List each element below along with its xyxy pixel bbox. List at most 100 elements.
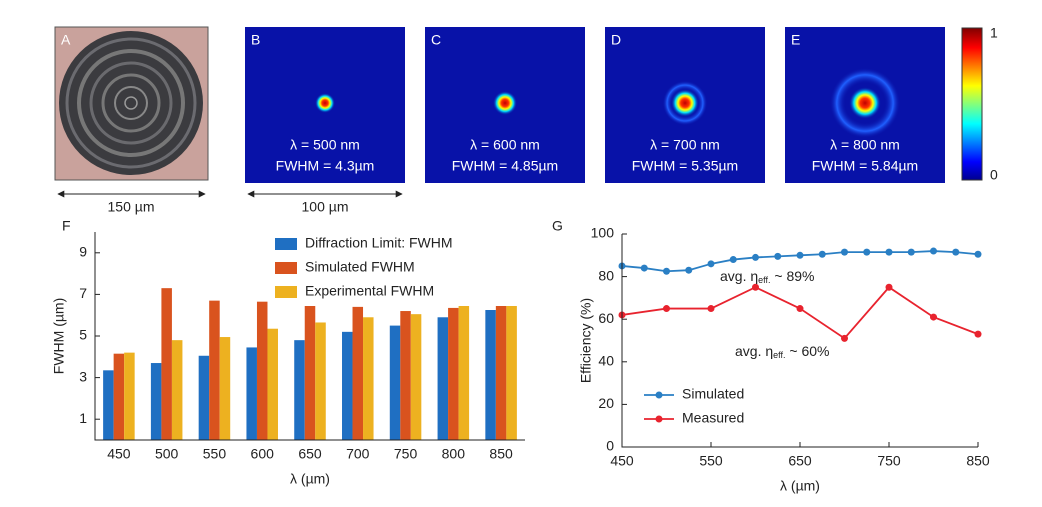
bar: [171, 340, 183, 440]
legend-marker: [655, 391, 663, 399]
y-axis-label: FWHM (µm): [51, 298, 67, 374]
annotation: avg. ηeff. ~ 89%: [720, 268, 814, 286]
legend-marker: [655, 415, 663, 423]
colorbar-label: 0: [990, 167, 998, 183]
data-point: [818, 250, 826, 258]
y-tick-label: 40: [598, 353, 614, 369]
colorbar-label: 1: [990, 25, 998, 41]
bar: [315, 322, 326, 440]
data-point: [885, 248, 893, 256]
x-tick-label: 750: [877, 453, 901, 469]
fwhm-label: FWHM = 4.85µm: [452, 158, 558, 174]
colorbar: [961, 27, 983, 181]
data-point: [930, 313, 937, 321]
x-tick-label: 650: [298, 446, 322, 462]
bar: [304, 304, 316, 440]
wavelength-label: λ = 500 nm: [290, 137, 360, 153]
data-point: [796, 305, 804, 313]
annotation-text: avg. η: [735, 343, 773, 359]
wavelength-label: λ = 700 nm: [650, 137, 720, 153]
data-point: [707, 260, 715, 268]
data-point: [774, 252, 782, 260]
bar: [437, 317, 449, 440]
legend-box: [269, 232, 519, 306]
x-axis-label: λ (µm): [780, 478, 820, 494]
focal-spot: [315, 93, 335, 113]
bar: [495, 302, 507, 440]
bar: [458, 305, 470, 440]
panel-label: B: [251, 32, 260, 48]
bar: [485, 310, 496, 440]
panel-label: F: [62, 218, 71, 234]
bar: [124, 352, 135, 440]
x-tick-label: 450: [107, 446, 131, 462]
axes: [621, 234, 978, 448]
x-tick-label: 750: [394, 446, 418, 462]
fwhm-label: FWHM = 5.35µm: [632, 158, 738, 174]
data-point: [841, 334, 848, 342]
fwhm-label: FWHM = 5.84µm: [812, 158, 918, 174]
bar: [150, 363, 162, 440]
data-point: [685, 266, 693, 274]
bar: [389, 325, 401, 440]
annotation-text: ~ 60%: [786, 343, 830, 359]
x-tick-label: 850: [966, 453, 990, 469]
bar: [410, 314, 422, 440]
bar: [448, 307, 459, 440]
focal-spot: [671, 89, 699, 117]
data-point: [863, 248, 871, 256]
y-tick-label: 0: [606, 438, 614, 454]
panel-label: G: [552, 218, 563, 234]
legend-label: Simulated: [682, 386, 744, 402]
wavelength-label: λ = 800 nm: [830, 137, 900, 153]
data-point: [640, 264, 648, 272]
axes: [94, 232, 525, 441]
bar: [352, 306, 364, 440]
x-tick-label: 850: [489, 446, 513, 462]
y-axis-label: Efficiency (%): [578, 298, 594, 383]
y-tick-label: 5: [79, 327, 87, 343]
annotation-text: avg. η: [720, 268, 758, 284]
data-point: [907, 248, 915, 256]
data-point: [752, 283, 759, 291]
legend-swatch: [275, 286, 297, 298]
wavelength-label: λ = 600 nm: [470, 137, 540, 153]
x-tick-label: 500: [155, 446, 179, 462]
legend-label: Simulated FWHM: [305, 259, 415, 275]
fwhm-label: FWHM = 4.3µm: [276, 158, 375, 174]
bar: [342, 331, 353, 440]
data-point: [752, 253, 759, 261]
annotation-text: ~ 89%: [771, 268, 815, 284]
annotation: avg. ηeff. ~ 60%: [735, 343, 829, 361]
series-line: [621, 286, 979, 340]
scale-label: 150 µm: [108, 199, 155, 215]
bar: [400, 311, 411, 440]
data-point: [663, 305, 670, 313]
data-point: [952, 248, 960, 256]
x-tick-label: 550: [203, 446, 227, 462]
x-axis-label: λ (µm): [290, 471, 330, 487]
data-point: [841, 248, 848, 256]
panel-label: D: [611, 32, 621, 48]
bar: [198, 355, 210, 440]
data-point: [974, 330, 982, 338]
annotation-subscript: eff.: [773, 350, 785, 360]
bar: [209, 300, 220, 440]
data-point: [663, 267, 670, 275]
x-tick-label: 800: [442, 446, 466, 462]
y-tick-label: 100: [591, 225, 615, 241]
legend-label: Diffraction Limit: FWHM: [305, 235, 453, 251]
data-point: [885, 283, 893, 291]
bar: [161, 288, 172, 440]
bar: [103, 370, 114, 440]
y-tick-label: 60: [598, 310, 614, 326]
data-point: [796, 251, 804, 259]
legend-label: Measured: [682, 410, 744, 426]
lens-photo: [54, 26, 209, 181]
scale-label: 100 µm: [302, 199, 349, 215]
y-tick-label: 9: [79, 244, 87, 260]
bar: [294, 340, 305, 440]
y-tick-label: 1: [79, 410, 87, 426]
data-point: [930, 247, 937, 255]
